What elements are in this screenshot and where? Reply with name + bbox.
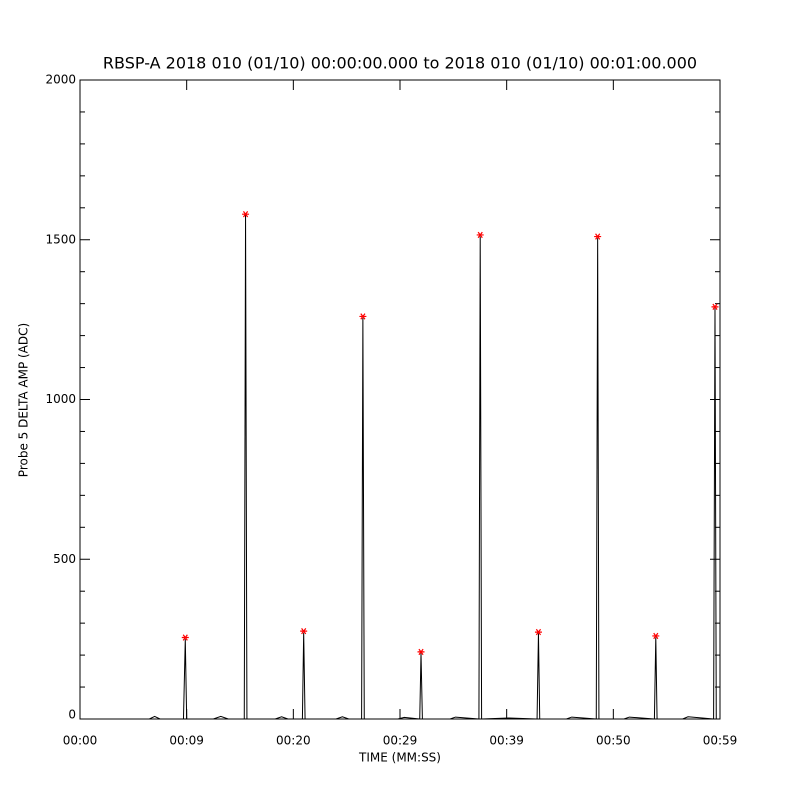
peak-marker	[711, 303, 719, 311]
chart-title: RBSP-A 2018 010 (01/10) 00:00:00.000 to …	[103, 54, 697, 73]
y-tick-label: 1000	[45, 392, 76, 406]
peak-marker	[652, 632, 660, 640]
y-tick-label: 500	[53, 552, 76, 566]
data-line	[80, 214, 720, 720]
peak-marker	[242, 211, 250, 218]
peak-marker	[181, 634, 189, 641]
x-tick-label: 00:09	[169, 734, 204, 748]
y-tick-label: 2000	[45, 73, 76, 87]
peak-marker	[300, 627, 308, 635]
peak-marker	[594, 233, 602, 240]
y-tick-label: 0	[68, 708, 76, 722]
x-tick-label: 00:29	[383, 734, 418, 748]
peak-marker	[476, 231, 484, 239]
x-tick-label: 00:39	[489, 734, 524, 748]
peak-marker	[534, 628, 542, 636]
x-tick-label: 00:00	[63, 734, 98, 748]
x-tick-label: 00:59	[703, 734, 738, 748]
y-axis-label: Probe 5 DELTA AMP (ADC)	[17, 323, 31, 477]
peak-marker	[417, 648, 425, 656]
peak-marker	[359, 313, 367, 320]
x-axis-label: TIME (MM:SS)	[358, 751, 441, 765]
x-tick-label: 00:50	[596, 734, 631, 748]
y-tick-label: 1500	[45, 232, 76, 246]
plot-frame	[79, 79, 721, 720]
x-tick-label: 00:20	[276, 734, 311, 748]
